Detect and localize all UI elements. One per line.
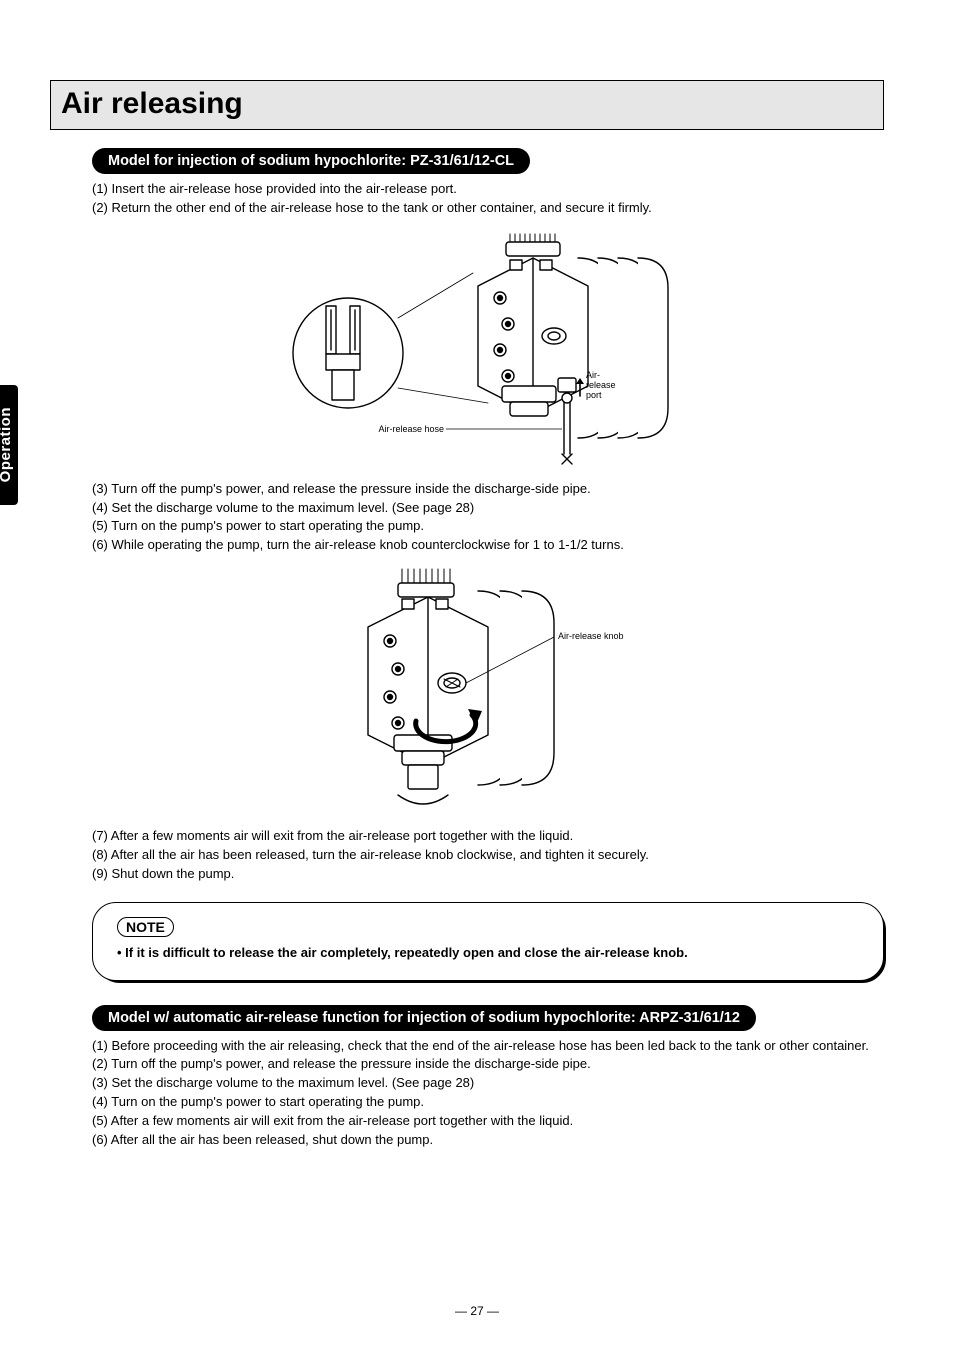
section2-steps: (1) Before proceeding with the air relea… xyxy=(92,1037,884,1150)
step: (1) Before proceeding with the air relea… xyxy=(92,1037,884,1056)
step: (2) Return the other end of the air-rele… xyxy=(92,199,884,218)
step: (3) Turn off the pump's power, and relea… xyxy=(92,480,884,499)
step: (1) Insert the air-release hose provided… xyxy=(92,180,884,199)
step: (2) Turn off the pump's power, and relea… xyxy=(92,1055,884,1074)
step: (7) After a few moments air will exit fr… xyxy=(92,827,884,846)
step: (9) Shut down the pump. xyxy=(92,865,884,884)
fig1-hose-label: Air-release hose xyxy=(378,424,444,434)
step: (6) After all the air has been released,… xyxy=(92,1131,884,1150)
section1-steps-b: (3) Turn off the pump's power, and relea… xyxy=(92,480,884,555)
title-box: Air releasing xyxy=(50,80,884,130)
page: Air releasing Operation Model for inject… xyxy=(0,0,954,1350)
step: (4) Turn on the pump's power to start op… xyxy=(92,1093,884,1112)
step: (5) Turn on the pump's power to start op… xyxy=(92,517,884,536)
step: (3) Set the discharge volume to the maxi… xyxy=(92,1074,884,1093)
fig2-knob-label: Air-release knob xyxy=(558,631,624,641)
step: (8) After all the air has been released,… xyxy=(92,846,884,865)
content: Model for injection of sodium hypochlori… xyxy=(50,148,884,1150)
side-tab: Operation xyxy=(0,385,18,505)
note-label: NOTE xyxy=(117,917,174,937)
fig1-port-label-1: Air- xyxy=(586,370,600,380)
page-title: Air releasing xyxy=(61,87,873,121)
note-text: • If it is difficult to release the air … xyxy=(117,945,863,960)
note-box: NOTE • If it is difficult to release the… xyxy=(92,902,884,981)
step: (4) Set the discharge volume to the maxi… xyxy=(92,499,884,518)
section1-steps-a: (1) Insert the air-release hose provided… xyxy=(92,180,884,218)
side-tab-label: Operation xyxy=(0,407,14,482)
section2-heading: Model w/ automatic air-release function … xyxy=(92,1005,756,1031)
section1-heading: Model for injection of sodium hypochlori… xyxy=(92,148,530,174)
step: (5) After a few moments air will exit fr… xyxy=(92,1112,884,1131)
step: (6) While operating the pump, turn the a… xyxy=(92,536,884,555)
figure-1: Air-release hose Air- release port xyxy=(92,228,884,466)
fig1-port-label-3: port xyxy=(586,390,602,400)
figure-2: Air-release knob xyxy=(92,565,884,813)
section1-steps-c: (7) After a few moments air will exit fr… xyxy=(92,827,884,884)
page-number: — 27 — xyxy=(0,1304,954,1318)
fig1-port-label-2: release xyxy=(586,380,616,390)
